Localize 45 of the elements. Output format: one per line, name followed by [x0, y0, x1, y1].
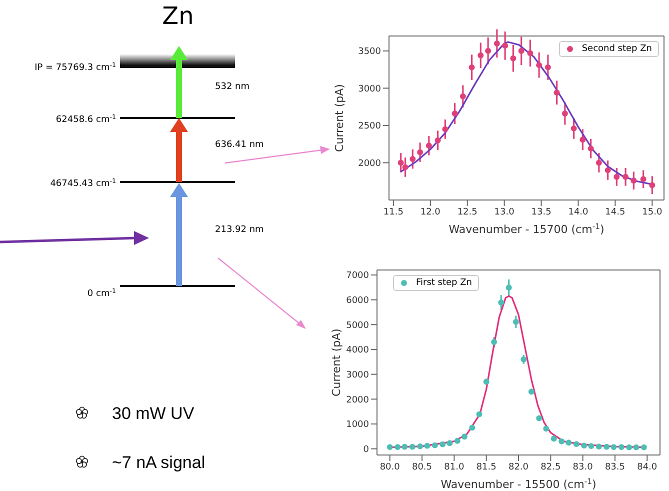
x-tick-label: 82.5	[540, 462, 561, 472]
x-axis-title: Wavenumber - 15700 (cm$^{-1}$)	[448, 222, 604, 236]
x-tick-label: 12.5	[457, 207, 478, 218]
y-tick-label: 3000	[346, 370, 370, 380]
y-tick-label: 6000	[346, 296, 370, 306]
x-tick-label: 14.0	[568, 207, 589, 218]
x-tick-label: 81.0	[444, 462, 464, 472]
text: ~7 nA signal	[112, 453, 206, 472]
x-tick-label: 13.0	[494, 207, 515, 218]
text: IP = 75769.3 cm$^{-1}$	[34, 62, 116, 73]
x-tick-label: 81.5	[476, 462, 496, 472]
x-tick-label: 15.0	[642, 207, 662, 218]
text: 62458.6 cm$^{-1}$	[56, 114, 116, 125]
text: 30 mW UV	[112, 404, 195, 423]
y-axis-title: Current (pA)	[330, 328, 343, 396]
y-tick-label: 3000	[358, 84, 382, 94]
x-tick-label: 80.0	[380, 462, 400, 472]
text: 636.41 nm	[215, 140, 264, 150]
y-tick-label: 2000	[346, 395, 370, 406]
text: Zn	[162, 2, 194, 30]
text: 213.92 nm	[215, 225, 264, 235]
y-tick-label: 2500	[358, 122, 382, 132]
x-tick-label: 82.0	[508, 462, 529, 472]
x-tick-label: 13.5	[531, 207, 552, 218]
x-tick-label: 11.5	[383, 207, 404, 218]
y-tick-label: 7000	[346, 271, 370, 282]
x-tick-label: 12.0	[420, 207, 441, 218]
y-axis-title: Current (pA)	[333, 84, 346, 152]
y-tick-label: 1000	[346, 420, 370, 430]
y-tick-label: 2000	[358, 158, 382, 169]
legend-label: Second step Zn	[582, 44, 652, 54]
text: 532 nm	[215, 82, 250, 92]
x-axis-title: Wavenumber - 15500 (cm$^{-1}$)	[440, 476, 596, 491]
legend-label: First step Zn	[416, 278, 472, 288]
y-tick-label: 3500	[358, 47, 382, 58]
text: 0 cm$^{-1}$	[87, 288, 116, 299]
x-tick-label: 83.0	[572, 462, 594, 472]
y-tick-label: 5000	[346, 320, 370, 331]
x-tick-label: 14.5	[605, 207, 626, 218]
x-tick-label: 83.5	[604, 462, 625, 472]
y-tick-label: 0	[363, 444, 370, 455]
x-tick-label: 80.5	[412, 462, 432, 472]
text: 46745.43 cm$^{-1}$	[50, 178, 116, 189]
y-tick-label: 4000	[346, 346, 370, 356]
x-tick-label: 84.0	[637, 462, 658, 472]
